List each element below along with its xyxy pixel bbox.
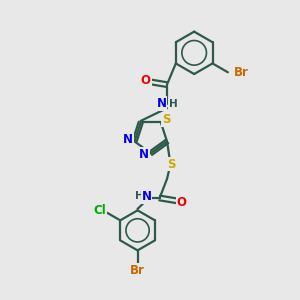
Text: S: S [162,113,170,127]
Text: O: O [141,74,151,87]
Text: H: H [135,191,143,202]
Text: O: O [177,196,187,209]
Text: N: N [141,190,152,203]
Text: S: S [167,158,176,171]
Text: N: N [157,97,167,110]
Text: N: N [123,134,133,146]
Text: N: N [139,148,149,161]
Text: Br: Br [130,264,145,277]
Text: Br: Br [234,66,249,79]
Text: H: H [169,99,178,109]
Text: Cl: Cl [93,204,106,217]
